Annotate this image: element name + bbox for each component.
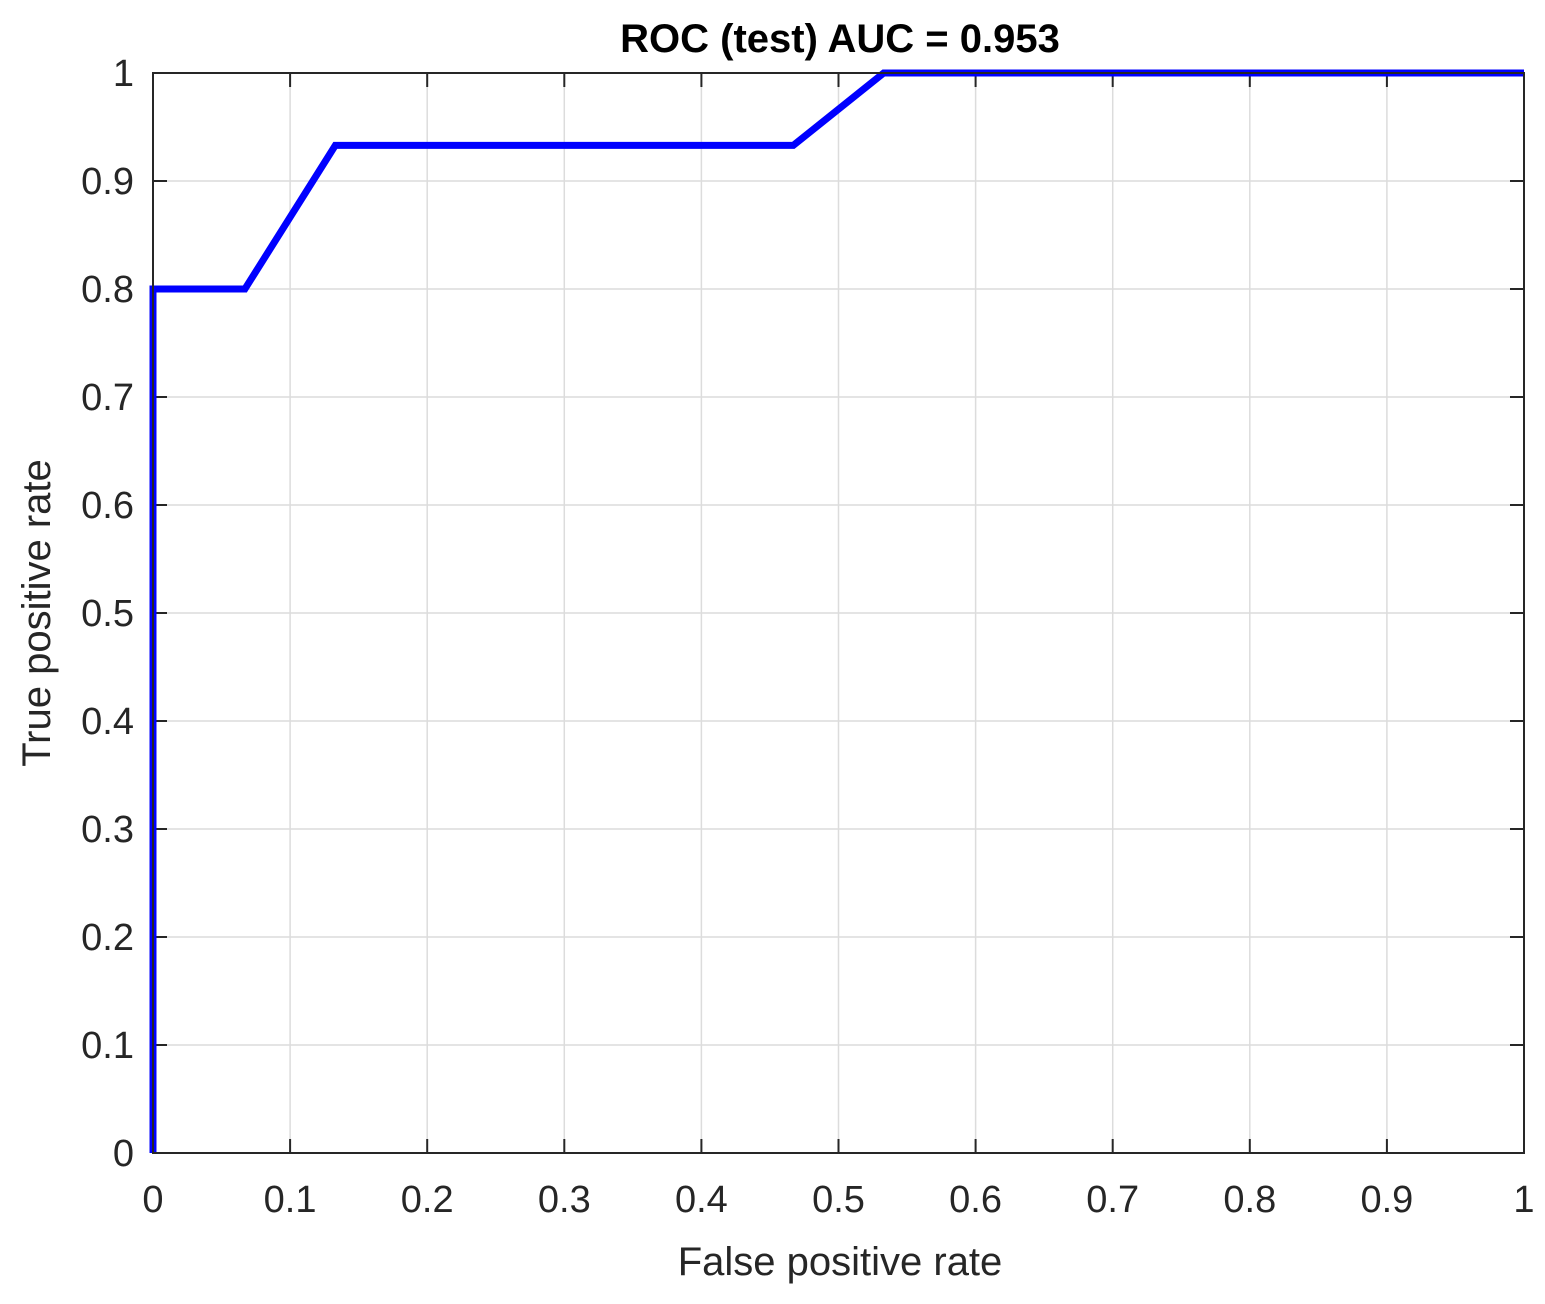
x-tick-label: 0: [142, 1179, 163, 1221]
y-tick-labels: 0 0.1 0.2 0.3 0.4 0.5 0.6 0.7 0.8 0.9 1: [81, 53, 134, 1175]
x-tick-label: 0.4: [675, 1179, 728, 1221]
x-tick-label: 1: [1513, 1179, 1534, 1221]
x-tick-label: 0.9: [1360, 1179, 1413, 1221]
x-tick-labels: 0 0.1 0.2 0.3 0.4 0.5 0.6 0.7 0.8 0.9 1: [142, 1179, 1534, 1221]
y-tick-label: 0.9: [81, 161, 134, 203]
y-tick-label: 0.7: [81, 377, 134, 419]
x-tick-label: 0.3: [538, 1179, 591, 1221]
x-tick-label: 0.1: [264, 1179, 317, 1221]
y-tick-label: 0.2: [81, 917, 134, 959]
y-tick-label: 0.8: [81, 269, 134, 311]
x-tick-label: 0.2: [401, 1179, 454, 1221]
y-tick-label: 0.1: [81, 1025, 134, 1067]
y-tick-label: 0.5: [81, 593, 134, 635]
x-tick-label: 0.8: [1223, 1179, 1276, 1221]
y-axis-label: True positive rate: [15, 459, 59, 767]
plot-frame: [152, 72, 1525, 1154]
y-tick-label: 0: [113, 1133, 134, 1175]
x-tick-label: 0.5: [812, 1179, 865, 1221]
x-tick-label: 0.6: [949, 1179, 1002, 1221]
x-tick-label: 0.7: [1086, 1179, 1139, 1221]
y-tick-label: 0.3: [81, 809, 134, 851]
chart-title: ROC (test) AUC = 0.953: [620, 17, 1060, 61]
y-tick-label: 0.6: [81, 485, 134, 527]
y-tick-label: 1: [113, 53, 134, 95]
y-tick-label: 0.4: [81, 701, 134, 743]
x-axis-label: False positive rate: [678, 1240, 1003, 1284]
